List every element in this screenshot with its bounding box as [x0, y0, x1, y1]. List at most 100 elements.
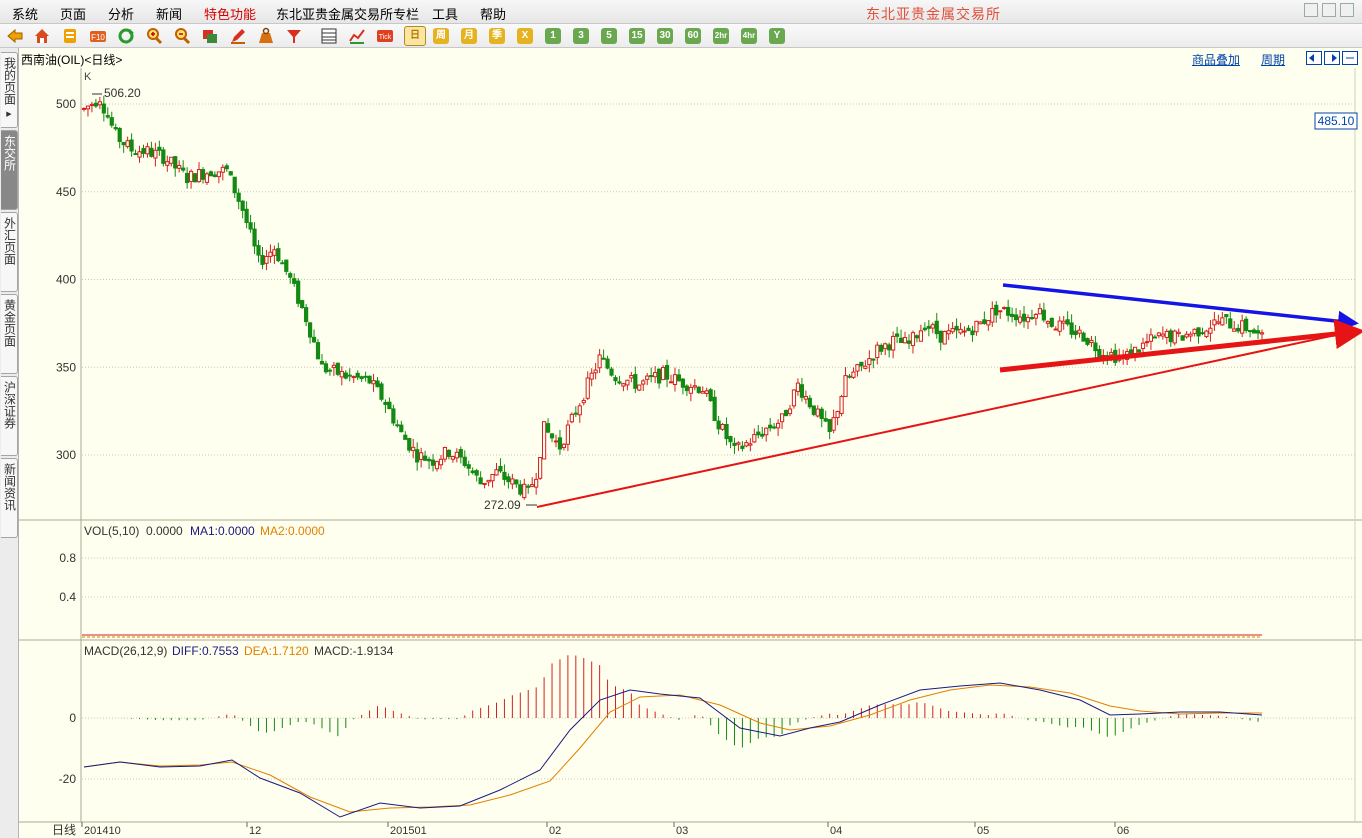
tab-securities[interactable]: 沪深证券 [1, 376, 18, 456]
candle-down [879, 344, 884, 352]
period-15min-button[interactable]: 15 [629, 28, 645, 44]
tab-exchange[interactable]: 东交所 [1, 130, 18, 210]
zoom-in-icon[interactable] [145, 27, 163, 45]
candle-up [942, 331, 947, 345]
candle-down [1180, 335, 1185, 341]
period-3min-button[interactable]: 3 [573, 28, 589, 44]
period-year-button[interactable]: Y [769, 28, 785, 44]
candle-down [133, 153, 138, 156]
candle-down [323, 363, 329, 373]
period-link[interactable]: 周期 [1261, 53, 1286, 67]
weight-icon[interactable] [257, 27, 275, 45]
candle-down [391, 408, 396, 424]
period-week-button[interactable]: 周 [433, 28, 449, 44]
candle-up [177, 164, 182, 169]
menu-analysis[interactable]: 分析 [108, 7, 135, 22]
period-month-button[interactable]: 月 [461, 28, 477, 44]
candle-down [994, 304, 999, 316]
period-4hr-button[interactable]: 4hr [741, 28, 757, 44]
minimize-button[interactable] [1304, 3, 1318, 17]
layout-left-icon[interactable] [1306, 51, 1322, 65]
candle-down [296, 280, 301, 304]
candle-up [668, 381, 674, 384]
candle-down [922, 327, 927, 331]
home-icon[interactable] [33, 27, 51, 45]
candle-down [1010, 313, 1015, 318]
macd-y-tick: 0 [69, 711, 76, 725]
layout-expand-icon[interactable] [1342, 51, 1358, 65]
menu-help[interactable]: 帮助 [480, 7, 507, 22]
period-1min-button[interactable]: 1 [545, 28, 561, 44]
report-icon[interactable] [61, 27, 79, 45]
candle-down [347, 374, 352, 377]
candle-down [446, 449, 452, 457]
candle-down [938, 330, 943, 343]
candle-down [1069, 322, 1074, 335]
tab-gold[interactable]: 黄金页面 [1, 294, 18, 374]
x-tick-label: 04 [830, 825, 842, 837]
menu-system[interactable]: 系统 [12, 7, 39, 22]
tab-forex[interactable]: 外汇页面 [1, 212, 18, 292]
f10-icon[interactable]: F10 [89, 27, 107, 45]
menu-exchange-column[interactable]: 东北亚贵金属交易所专栏 [276, 7, 420, 22]
period-2hr-button[interactable]: 2hr [713, 28, 729, 44]
candle-down [1093, 342, 1098, 352]
period-5min-button[interactable]: 5 [601, 28, 617, 44]
pen-draw-icon[interactable] [229, 27, 247, 45]
filter-icon[interactable] [285, 27, 303, 45]
candle-up [585, 377, 590, 399]
candle-down [149, 147, 154, 157]
tab-my-pages[interactable]: 我的页面 ▶ [1, 52, 18, 128]
period-60min-button[interactable]: 60 [685, 28, 701, 44]
tab-news[interactable]: 新闻资讯 [1, 458, 18, 538]
menu-tools[interactable]: 工具 [432, 7, 459, 22]
candle-down [228, 171, 233, 176]
candle-down [415, 449, 420, 463]
low-label: 272.09 [484, 498, 521, 512]
period-quarter-button[interactable]: 季 [489, 28, 505, 44]
candle-up [581, 400, 586, 404]
maximize-button[interactable] [1322, 3, 1336, 17]
table-icon[interactable] [320, 27, 338, 45]
menu-features[interactable]: 特色功能 [204, 7, 257, 22]
candle-up [569, 413, 574, 423]
back-arrow-icon[interactable] [6, 27, 24, 45]
candle-up [153, 149, 158, 159]
candle-up [1192, 328, 1197, 334]
candle-down [208, 171, 214, 177]
line-chart-icon[interactable] [348, 27, 366, 45]
candle-down [430, 459, 436, 466]
candle-up [220, 166, 225, 173]
candle-up [264, 255, 269, 264]
close-button[interactable] [1340, 3, 1354, 17]
candle-up [1212, 319, 1217, 326]
candle-down [549, 433, 555, 439]
candle-down [1248, 330, 1253, 333]
candle-down [304, 307, 309, 323]
candle-up [339, 370, 344, 378]
layout-right-icon[interactable] [1324, 51, 1340, 65]
macd-diff: DIFF:0.7553 [172, 644, 239, 658]
period-day-button[interactable]: 日 [404, 26, 426, 46]
candle-up [1109, 351, 1114, 356]
candle-down [498, 465, 503, 472]
tick-chart-icon[interactable]: Tick [376, 27, 394, 45]
candle-down [760, 433, 765, 437]
candle-down [462, 456, 467, 467]
menu-news[interactable]: 新闻 [156, 7, 183, 22]
menu-page[interactable]: 页面 [60, 7, 87, 22]
candle-up [442, 446, 448, 460]
candle-up [534, 478, 539, 488]
period-x-button[interactable]: X [517, 28, 533, 44]
zoom-out-icon[interactable] [173, 27, 191, 45]
layout-buttons[interactable] [1306, 51, 1358, 65]
overlay-link[interactable]: 商品叠加 [1192, 53, 1241, 67]
refresh-icon[interactable] [117, 27, 135, 45]
window-icon[interactable] [201, 27, 219, 45]
period-30min-button[interactable]: 30 [657, 28, 673, 44]
candle-up [577, 405, 582, 416]
candle-down [1021, 313, 1027, 322]
candle-down [141, 148, 146, 154]
candle-up [97, 101, 102, 106]
